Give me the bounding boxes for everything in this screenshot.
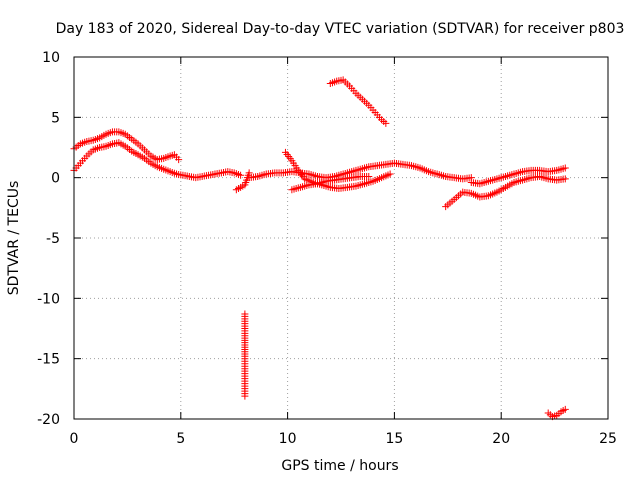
data-point (241, 392, 249, 400)
data-point (382, 119, 390, 127)
series-isolated-cluster (232, 169, 253, 194)
series-lower-band (70, 139, 245, 182)
y-tick-label: -5 (46, 231, 60, 247)
chart-title: Day 183 of 2020, Sidereal Day-to-day VTE… (56, 21, 625, 37)
data-point (561, 164, 569, 172)
data-point (175, 156, 183, 164)
y-tick-label: -10 (37, 291, 60, 307)
y-tick-label: -15 (37, 352, 60, 368)
x-axis-label: GPS time / hours (281, 458, 398, 474)
y-axis-label: SDTVAR / TECUs (6, 181, 22, 296)
series-upper-band (70, 128, 183, 164)
data-point (561, 405, 569, 413)
x-tick-label: 25 (599, 431, 617, 447)
axis-ticks: 0 5 10 15 20 25 -20 -15 -10 -5 0 5 10 (37, 50, 617, 447)
data-point (237, 171, 245, 179)
x-tick-label: 5 (176, 431, 185, 447)
y-tick-label: 10 (42, 50, 60, 66)
data-point (386, 170, 394, 178)
y-tick-label: -20 (37, 412, 60, 428)
series-late-track-a (442, 172, 569, 211)
series-late-track-b (467, 164, 569, 188)
series-elevated-arc (326, 76, 390, 127)
x-tick-label: 20 (492, 431, 510, 447)
data-points (70, 76, 569, 421)
data-point (365, 172, 373, 180)
y-tick-label: 0 (51, 171, 60, 187)
x-tick-label: 0 (70, 431, 79, 447)
series-bottom-cluster (544, 405, 569, 421)
series-mid-track-c (288, 172, 373, 194)
x-tick-label: 10 (279, 431, 297, 447)
series-mid-track-a (245, 159, 475, 183)
data-point (561, 175, 569, 183)
y-tick-label: 5 (51, 110, 60, 126)
gridlines (74, 57, 608, 419)
x-tick-label: 15 (385, 431, 403, 447)
series-outliers (241, 310, 249, 400)
